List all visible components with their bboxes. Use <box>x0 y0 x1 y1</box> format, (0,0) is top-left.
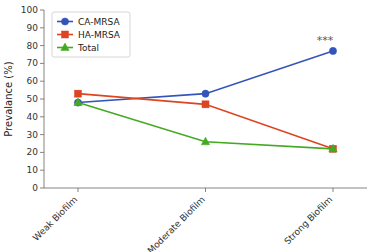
point <box>74 99 81 106</box>
plot-marks <box>74 47 337 152</box>
legend-marker <box>62 31 69 38</box>
y-tick-label: 50 <box>27 94 39 104</box>
x-tick <box>333 188 334 192</box>
x-tick-label: Strong Biofilm <box>282 194 334 246</box>
y-axis-label: Prevalance (%) <box>3 61 14 136</box>
legend-label: Total <box>77 43 99 53</box>
point <box>75 90 82 97</box>
chart: 0 10 20 30 40 50 60 70 80 90 100 Weak Biofilm Modera… <box>0 0 377 252</box>
y-tick <box>40 45 44 46</box>
y-tick-label: 0 <box>32 183 38 193</box>
legend-marker <box>61 18 68 25</box>
y-tick-label: 70 <box>27 58 39 68</box>
y-tick <box>40 63 44 64</box>
x-tick-label: Weak Biofilm <box>31 194 80 243</box>
legend-marker <box>61 43 69 51</box>
x-axis <box>44 188 367 189</box>
legend-label: CA-MRSA <box>78 17 120 27</box>
point <box>329 47 336 54</box>
y-tick-label: 100 <box>21 5 38 15</box>
series-line <box>78 103 333 149</box>
point <box>329 144 337 152</box>
y-tick <box>40 134 44 135</box>
y-tick-label: 90 <box>27 23 39 33</box>
point <box>74 98 82 106</box>
point <box>330 145 337 152</box>
x-tick <box>205 188 206 192</box>
y-tick <box>40 170 44 171</box>
point <box>201 137 209 145</box>
legend-label: HA-MRSA <box>78 30 121 40</box>
y-tick <box>40 152 44 153</box>
y-axis <box>44 10 45 188</box>
x-tick <box>78 188 79 192</box>
y-tick-label: 60 <box>27 76 39 86</box>
legend: CA-MRSA HA-MRSA Total <box>52 12 130 57</box>
y-tick <box>40 188 44 189</box>
point <box>202 90 209 97</box>
y-tick-label: 20 <box>27 147 39 157</box>
y-tick-label: 10 <box>27 165 39 175</box>
point <box>202 101 209 108</box>
y-tick <box>40 10 44 11</box>
y-tick-label: 80 <box>27 41 39 51</box>
y-tick <box>40 27 44 28</box>
series-line <box>78 94 333 149</box>
y-tick-label: 30 <box>27 130 39 140</box>
legend-box <box>52 12 130 57</box>
y-tick-label: 40 <box>27 112 39 122</box>
series-line <box>78 51 333 103</box>
y-tick <box>40 81 44 82</box>
annotation: *** <box>317 34 334 47</box>
y-tick <box>40 99 44 100</box>
y-tick <box>40 116 44 117</box>
x-tick-label: Moderate Biofilm <box>146 194 207 252</box>
